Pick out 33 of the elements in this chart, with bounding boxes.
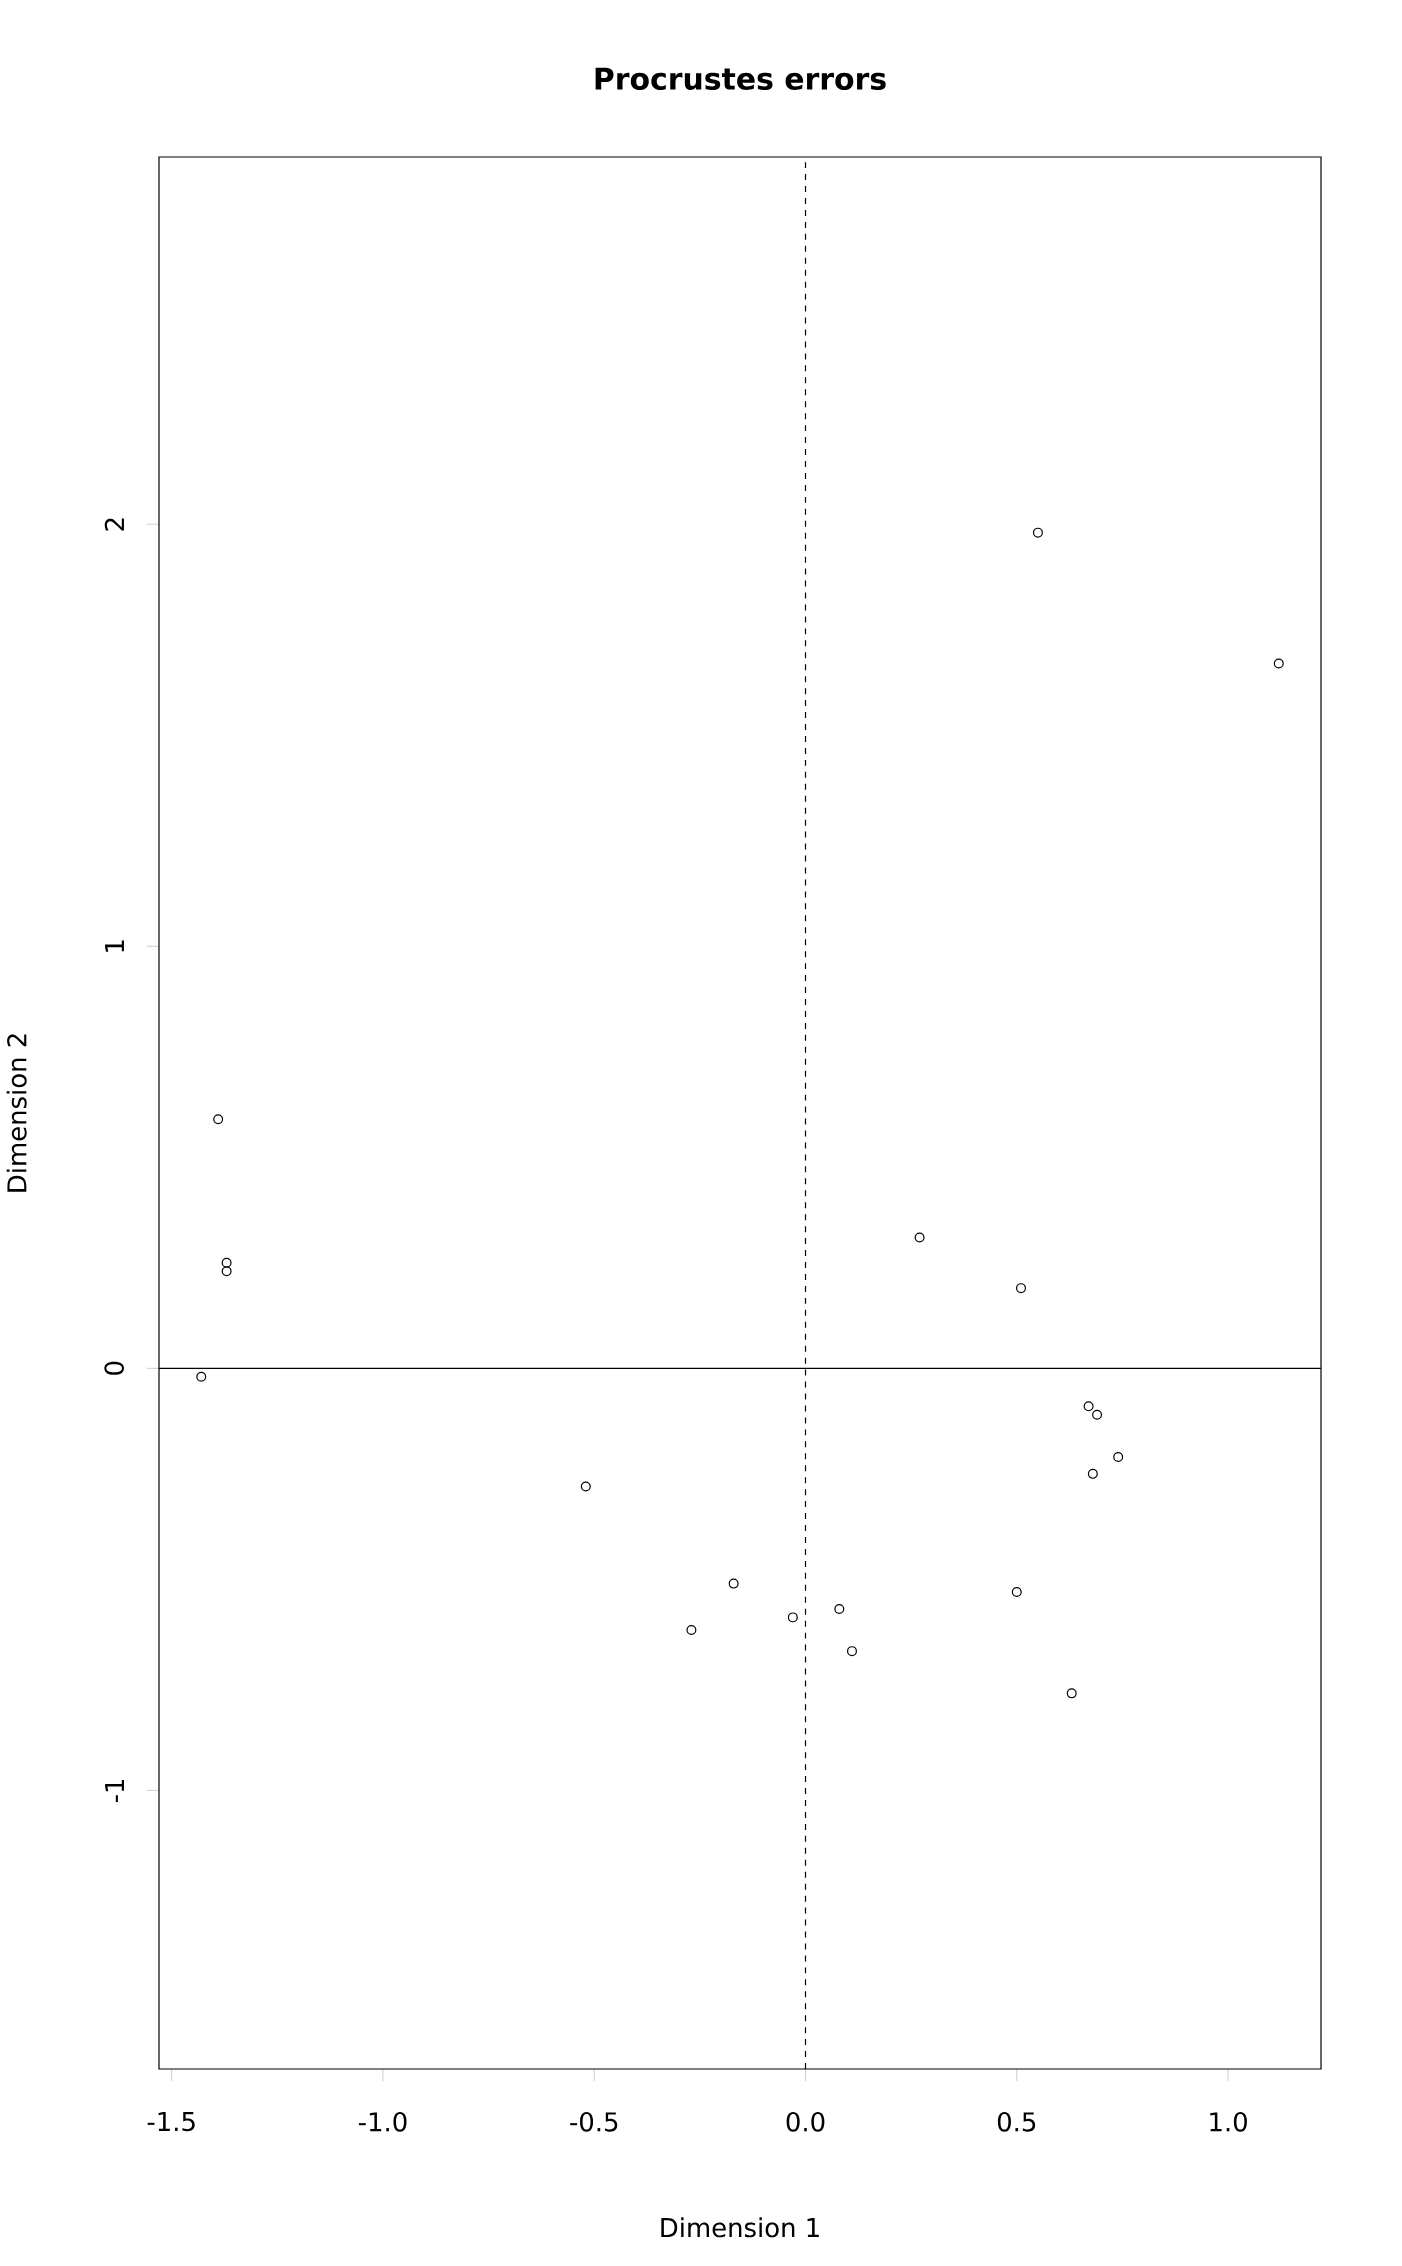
point [221,1266,232,1277]
x-tick-label: -1.0 [358,2112,407,2132]
x-tick-label: 0.0 [786,2112,825,2132]
point [834,1603,845,1614]
point [1016,1283,1027,1294]
x-tick-label: 1.0 [1210,2112,1247,2132]
point [1087,1468,1098,1479]
point [728,1578,739,1589]
point [787,1612,798,1623]
point [1011,1587,1022,1598]
y-tick-label: 2 [104,518,124,531]
point [914,1232,925,1243]
y-tick-label: -1 [105,1779,124,1803]
x-tick-label: -0.5 [570,2112,618,2132]
point [1032,527,1043,538]
point [1083,1401,1094,1412]
x-axis-title: Dimension 1 [661,2217,819,2238]
point [846,1646,857,1657]
point [1273,658,1284,669]
y-tick-label: 1 [105,940,124,952]
point [213,1114,224,1125]
point [1092,1409,1103,1420]
point [1066,1688,1077,1699]
point [686,1625,697,1636]
chart-title: Procrustes errors [595,67,886,90]
y-tick-label: 0 [104,1361,124,1375]
point [580,1481,591,1492]
point [1113,1451,1124,1462]
point [196,1371,207,1382]
y-axis-title: Dimension 2 [6,1034,27,1192]
x-tick-label: -1.5 [147,2112,195,2132]
x-tick-label: 0.5 [997,2112,1036,2132]
point [221,1257,232,1268]
